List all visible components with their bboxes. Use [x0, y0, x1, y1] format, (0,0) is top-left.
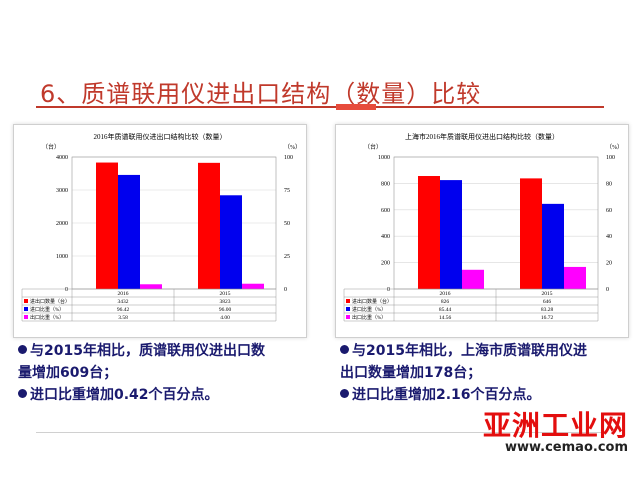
data-label: 826 — [441, 299, 450, 305]
bar — [118, 174, 140, 289]
bullet-dot — [18, 389, 27, 398]
data-label: 96.42 — [117, 307, 130, 313]
left-tick-label: 200 — [381, 261, 390, 267]
bullet-dot — [340, 345, 349, 354]
legend-swatch — [24, 307, 28, 311]
bullet-text: 出口数量增加178台； — [340, 365, 482, 381]
bullet-text: 与2015年相比，上海市质谱联用仪进 — [352, 343, 587, 359]
right-tick-label: 100 — [284, 155, 293, 161]
logo-url: www.cemao.com — [504, 440, 628, 455]
chart-panel-national: 2016年质谱联用仪进出口结构比较（数量） （台） （%） 4000 3000 2000 1… — [13, 124, 307, 338]
bullet-dot — [18, 345, 27, 354]
chart-national: 2016年质谱联用仪进出口结构比较（数量） （台） （%） 4000 3000 2000 1… — [21, 132, 301, 322]
left-tick-label: 4000 — [56, 155, 68, 161]
legend-swatch — [346, 299, 350, 303]
bullet-text: 进口比重增加2.16个百分点。 — [352, 387, 541, 403]
logo-name: 亚洲工业网 — [482, 409, 628, 442]
right-tick-label: 80 — [606, 181, 612, 187]
title-rule — [36, 104, 604, 110]
category-label: 2015 — [542, 291, 553, 297]
left-tick-label: 400 — [381, 234, 390, 240]
bullet-line: 与2015年相比，上海市质谱联用仪进 — [340, 340, 587, 362]
data-label: 3432 — [118, 299, 129, 305]
right-tick-label: 25 — [284, 254, 290, 260]
bar — [198, 162, 220, 289]
chart-title: 上海市2016年质谱联用仪进出口结构比较（数量） — [405, 132, 559, 141]
left-tick-label: 1000 — [56, 254, 68, 260]
legend-label: 进出口数量（台） — [352, 298, 392, 305]
data-label: 3823 — [220, 299, 231, 305]
bar — [96, 162, 118, 289]
left-axis-unit: （台） — [364, 143, 382, 151]
bullet-line: 进口比重增加2.16个百分点。 — [340, 384, 587, 406]
right-tick-label: 100 — [606, 155, 615, 161]
bullet-dot — [340, 389, 349, 398]
bullet-line: 与2015年相比，质谱联用仪进出口数 — [18, 340, 265, 362]
bar — [242, 283, 264, 289]
bar — [542, 203, 564, 289]
bar — [462, 269, 484, 289]
legend-label: 出口比重（%） — [30, 314, 64, 321]
legend-swatch — [24, 315, 28, 319]
bar — [520, 178, 542, 289]
bullet-line: 出口数量增加178台； — [340, 362, 587, 384]
category-label: 2015 — [220, 291, 231, 297]
data-label: 96.00 — [219, 307, 232, 313]
right-axis-unit: （%） — [606, 144, 623, 151]
right-tick-label: 75 — [284, 188, 290, 194]
bullet-line: 量增加609台； — [18, 362, 265, 384]
data-label: 3.58 — [118, 315, 128, 321]
right-tick-label: 20 — [606, 261, 612, 267]
bullet-text: 量增加609台； — [18, 365, 118, 381]
footer-divider — [36, 432, 604, 433]
category-label: 2016 — [118, 291, 129, 297]
right-tick-label: 40 — [606, 234, 612, 240]
category-label: 2016 — [440, 291, 451, 297]
left-tick-label: 2000 — [56, 221, 68, 227]
legend-label: 出口比重（%） — [352, 314, 386, 321]
bar — [564, 266, 586, 289]
bullets-shanghai: 与2015年相比，上海市质谱联用仪进 出口数量增加178台； 进口比重增加2.1… — [340, 340, 587, 406]
legend-swatch — [24, 299, 28, 303]
left-tick-label: 600 — [381, 208, 390, 214]
slide-title: 6、质谱联用仪进出口结构（数量）比较 — [40, 80, 482, 108]
data-label: 4.00 — [220, 315, 230, 321]
title-rule-accent — [336, 104, 376, 110]
legend-label: 进出口数量（台） — [30, 298, 70, 305]
data-label: 85.44 — [439, 307, 452, 313]
bullets-national: 与2015年相比，质谱联用仪进出口数 量增加609台； 进口比重增加0.42个百… — [18, 340, 265, 406]
data-label: 14.56 — [439, 315, 452, 321]
data-label: 83.28 — [541, 307, 554, 313]
data-label: 16.72 — [541, 315, 554, 321]
bar — [220, 195, 242, 289]
bullet-line: 进口比重增加0.42个百分点。 — [18, 384, 265, 406]
left-axis-unit: （台） — [42, 143, 60, 151]
left-tick-label: 3000 — [56, 188, 68, 194]
site-logo: 亚洲工业网 www.cemao.com — [483, 404, 628, 455]
right-tick-label: 0 — [606, 287, 609, 293]
chart-title: 2016年质谱联用仪进出口结构比较（数量） — [94, 132, 227, 141]
right-tick-label: 50 — [284, 221, 290, 227]
right-tick-label: 0 — [284, 287, 287, 293]
left-tick-label: 800 — [381, 181, 390, 187]
bar — [440, 180, 462, 289]
chart-shanghai: 上海市2016年质谱联用仪进出口结构比较（数量）（台） （%）1000800600… — [343, 132, 623, 322]
right-axis-unit: （%） — [284, 144, 301, 151]
left-tick-label: 0 — [387, 287, 390, 293]
chart-panel-shanghai: 上海市2016年质谱联用仪进出口结构比较（数量） （台） （%） 1000 800 600… — [335, 124, 629, 338]
legend-swatch — [346, 307, 350, 311]
data-label: 646 — [543, 299, 552, 305]
legend-label: 进口比重（%） — [30, 306, 64, 313]
left-tick-label: 1000 — [378, 155, 390, 161]
bullet-text: 与2015年相比，质谱联用仪进出口数 — [30, 343, 265, 359]
legend-swatch — [346, 315, 350, 319]
right-tick-label: 60 — [606, 208, 612, 214]
legend-label: 进口比重（%） — [352, 306, 386, 313]
bullet-text: 进口比重增加0.42个百分点。 — [30, 387, 219, 403]
left-tick-label: 0 — [65, 287, 68, 293]
bar — [418, 176, 440, 289]
bar — [140, 284, 162, 289]
